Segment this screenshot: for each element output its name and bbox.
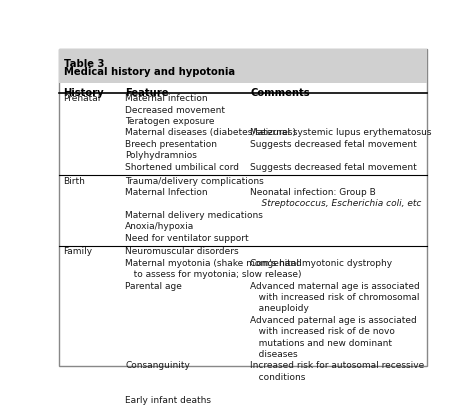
Text: Suggests decreased fetal movement: Suggests decreased fetal movement [250, 163, 417, 172]
Text: Birth: Birth [63, 177, 85, 185]
Text: Need for ventilator support: Need for ventilator support [125, 233, 249, 242]
Text: Advanced maternal age is associated: Advanced maternal age is associated [250, 282, 420, 291]
Text: mutations and new dominant: mutations and new dominant [250, 339, 392, 348]
Text: with increased risk of de novo: with increased risk of de novo [250, 327, 395, 336]
Text: Feature: Feature [125, 88, 169, 98]
Text: Early infant deaths: Early infant deaths [125, 395, 211, 404]
Text: Anoxia/hypoxia: Anoxia/hypoxia [125, 222, 195, 231]
Text: Neonatal infection: Group B: Neonatal infection: Group B [250, 188, 376, 197]
Text: Consanguinity: Consanguinity [125, 361, 190, 370]
Text: to assess for myotonia; slow release): to assess for myotonia; slow release) [125, 270, 302, 279]
Text: aneuploidy: aneuploidy [250, 305, 309, 314]
Text: Shortened umbilical cord: Shortened umbilical cord [125, 163, 239, 172]
Text: Increased risk for autosomal recessive: Increased risk for autosomal recessive [250, 361, 425, 370]
Text: Maternal delivery medications: Maternal delivery medications [125, 211, 263, 220]
Text: Comments: Comments [250, 88, 310, 98]
Text: Breech presentation: Breech presentation [125, 140, 218, 149]
Text: conditions: conditions [250, 373, 306, 382]
Text: Maternal diseases (diabetes/seizures): Maternal diseases (diabetes/seizures) [125, 129, 296, 137]
Text: Advanced paternal age is associated: Advanced paternal age is associated [250, 316, 417, 325]
Text: Table 3: Table 3 [64, 60, 104, 69]
Text: Maternal systemic lupus erythematosus: Maternal systemic lupus erythematosus [250, 129, 432, 137]
Text: History: History [63, 88, 103, 98]
Text: with increased risk of chromosomal: with increased risk of chromosomal [250, 293, 420, 302]
Text: Maternal Infection: Maternal Infection [125, 188, 208, 197]
Text: Streptococcus, Escherichia coli, etc: Streptococcus, Escherichia coli, etc [250, 199, 422, 208]
Text: Prenatal: Prenatal [63, 94, 100, 103]
Text: Decreased movement: Decreased movement [125, 106, 225, 115]
FancyBboxPatch shape [59, 49, 427, 83]
Text: Trauma/delivery complications: Trauma/delivery complications [125, 177, 264, 185]
Text: Neuromuscular disorders: Neuromuscular disorders [125, 247, 239, 256]
Text: Medical history and hypotonia: Medical history and hypotonia [64, 67, 235, 77]
Text: Suggests decreased fetal movement: Suggests decreased fetal movement [250, 140, 417, 149]
Text: Maternal myotonia (shake mom's hand: Maternal myotonia (shake mom's hand [125, 259, 302, 268]
Text: Maternal infection: Maternal infection [125, 94, 208, 103]
Text: Teratogen exposure: Teratogen exposure [125, 117, 215, 126]
Text: Family: Family [63, 247, 92, 256]
Text: Congenital myotonic dystrophy: Congenital myotonic dystrophy [250, 259, 392, 268]
Text: diseases: diseases [250, 350, 298, 359]
Text: Polyhydramnios: Polyhydramnios [125, 151, 197, 160]
Text: Parental age: Parental age [125, 282, 182, 291]
